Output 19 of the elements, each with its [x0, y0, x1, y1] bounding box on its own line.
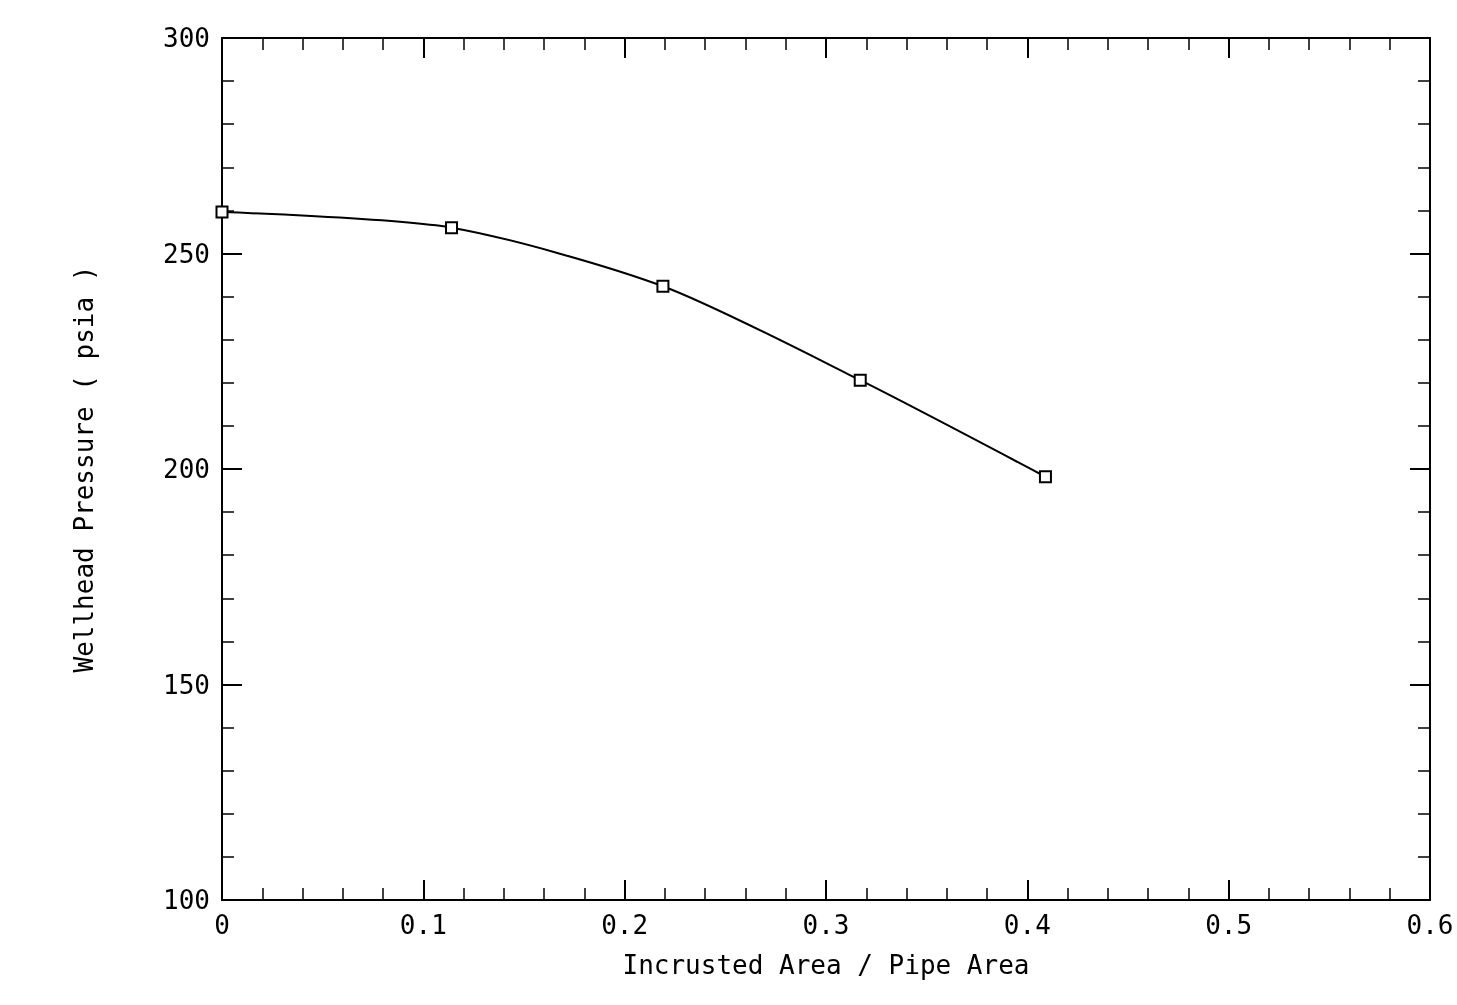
x-tick-label: 0.1 — [399, 910, 447, 940]
x-tick-label: 0.2 — [601, 910, 649, 940]
y-axis-title: Wellhead Pressure ( psia ) — [69, 265, 99, 673]
x-axis-title: Incrusted Area / Pipe Area — [622, 950, 1030, 980]
point — [445, 221, 459, 235]
point — [656, 279, 670, 293]
y-tick-label: 300 — [163, 23, 210, 53]
point — [215, 205, 229, 219]
x-tick-label: 0 — [214, 910, 230, 940]
x-tick-label: 0.6 — [1406, 910, 1454, 940]
point — [853, 373, 867, 387]
x-tick-label: 0.5 — [1205, 910, 1253, 940]
point — [1038, 470, 1052, 484]
x-tick-label: 0.4 — [1003, 910, 1051, 940]
y-tick-label: 200 — [163, 454, 210, 484]
x-tick-label: 0.3 — [802, 910, 850, 940]
y-tick-label: 250 — [163, 238, 210, 269]
y-tick-label: 150 — [163, 669, 210, 700]
y-tick-label: 100 — [163, 885, 210, 915]
